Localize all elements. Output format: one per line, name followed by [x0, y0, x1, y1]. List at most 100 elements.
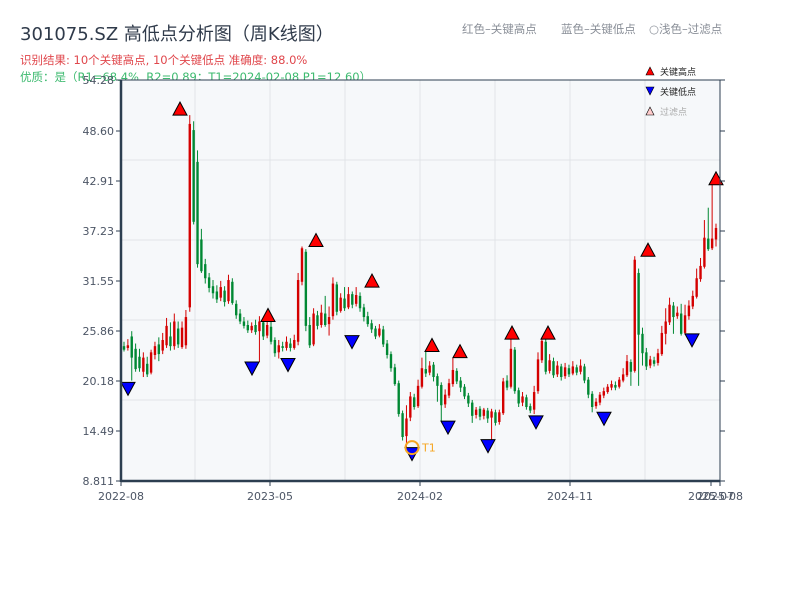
candle-body	[703, 237, 706, 267]
y-tick-label: 14.49	[83, 425, 115, 438]
key-high-marker	[308, 232, 324, 248]
candle-body	[467, 395, 470, 404]
candle-body	[714, 227, 718, 240]
candle-body	[443, 394, 447, 405]
candle-body	[536, 359, 540, 392]
y-tick-label: 25.86	[83, 325, 115, 338]
candle-body	[649, 359, 652, 366]
key-high-marker	[364, 273, 380, 288]
candle-body	[320, 312, 323, 325]
candle-body	[436, 376, 439, 386]
key-low-marker	[596, 411, 612, 427]
candle-body	[679, 313, 683, 334]
candle-body	[594, 401, 598, 407]
y-tick-label: 20.18	[83, 375, 115, 388]
candle-body	[281, 346, 284, 348]
candle-body	[254, 324, 257, 333]
candle-body	[358, 295, 362, 309]
key-low-marker	[684, 333, 700, 348]
candle-body	[552, 361, 555, 376]
candle-body	[258, 321, 261, 332]
candle-body	[621, 374, 625, 381]
legend-blue-low: 蓝色–关键低点	[561, 22, 636, 36]
candle-body	[440, 384, 443, 406]
candle-body	[215, 291, 219, 300]
candle-body	[354, 295, 358, 304]
x-tick-label: 2025-08	[697, 490, 743, 503]
candle-body	[277, 345, 280, 353]
x-axis-labels: 2022-08 2023-05 2024-02 2024-11 2025-072025-…	[98, 481, 743, 503]
candle-body	[614, 384, 617, 388]
candle-body	[242, 321, 246, 326]
candle-body	[366, 316, 369, 325]
candle-body	[707, 238, 710, 250]
candle-body	[219, 287, 222, 298]
candle-body	[250, 325, 253, 331]
candle-body	[262, 322, 265, 337]
candle-body	[656, 353, 660, 363]
candle-body	[211, 286, 215, 294]
y-tick-label: 48.60	[83, 125, 115, 138]
candle-body	[432, 364, 435, 378]
candle-body	[575, 367, 578, 373]
candle-body	[149, 352, 153, 373]
candle-body	[335, 284, 339, 312]
key-high-marker	[424, 337, 440, 352]
key-high-marker	[504, 325, 520, 340]
candle-body	[610, 384, 613, 388]
candle-body	[590, 393, 594, 408]
candle-body	[273, 339, 277, 354]
candle-body	[401, 413, 404, 438]
candle-body	[540, 340, 544, 361]
candle-body	[517, 390, 520, 404]
key-low-marker	[440, 420, 456, 436]
candle-body	[633, 259, 636, 371]
legend-high-icon	[645, 66, 655, 76]
y-axis-labels: 54.28 48.60 42.91 37.23 31.55 25.86 20.18 14.49…	[83, 74, 725, 488]
candle-body	[192, 130, 195, 222]
candle-body	[645, 352, 648, 367]
candle-body	[331, 283, 335, 317]
candle-body	[710, 238, 714, 249]
candle-body	[207, 277, 211, 288]
candle-body	[165, 325, 168, 346]
candle-body	[668, 304, 671, 323]
legend-light-filtered: ○浅色–过滤点	[649, 22, 723, 36]
candle-body	[142, 357, 145, 372]
candle-body	[324, 313, 327, 325]
candle-body	[374, 328, 377, 337]
key-high-marker	[452, 343, 468, 359]
candle-body	[660, 332, 664, 355]
candle-body	[521, 396, 524, 403]
key-low-marker	[344, 335, 360, 350]
candle-body	[676, 312, 679, 317]
candle-body	[420, 368, 424, 387]
candle-body	[405, 418, 408, 437]
legend-label: 过滤点	[660, 106, 687, 118]
x-tick-label: 2025-07	[688, 490, 734, 503]
key-high-marker	[640, 242, 656, 257]
candle-body	[235, 303, 238, 316]
y-tick-label: 37.23	[83, 225, 115, 238]
candle-body	[672, 305, 675, 318]
legend-label: 关键低点	[660, 86, 696, 98]
candle-body	[602, 391, 605, 396]
candle-body	[556, 365, 559, 375]
candle-body	[134, 348, 137, 370]
candle-body	[265, 324, 269, 336]
candle-body	[641, 333, 644, 354]
key-low-marker	[480, 439, 496, 454]
candle-body	[463, 386, 466, 397]
candle-body	[579, 365, 582, 372]
candle-body	[196, 161, 199, 265]
candle-body	[351, 294, 354, 305]
candle-body	[498, 412, 501, 423]
candle-body	[176, 328, 180, 345]
x-tick-label: 2024-02	[397, 490, 443, 503]
candle-body	[482, 409, 486, 416]
candle-body	[188, 123, 191, 308]
candle-body	[532, 392, 536, 410]
candle-body	[393, 367, 397, 385]
candle-body	[382, 329, 385, 345]
